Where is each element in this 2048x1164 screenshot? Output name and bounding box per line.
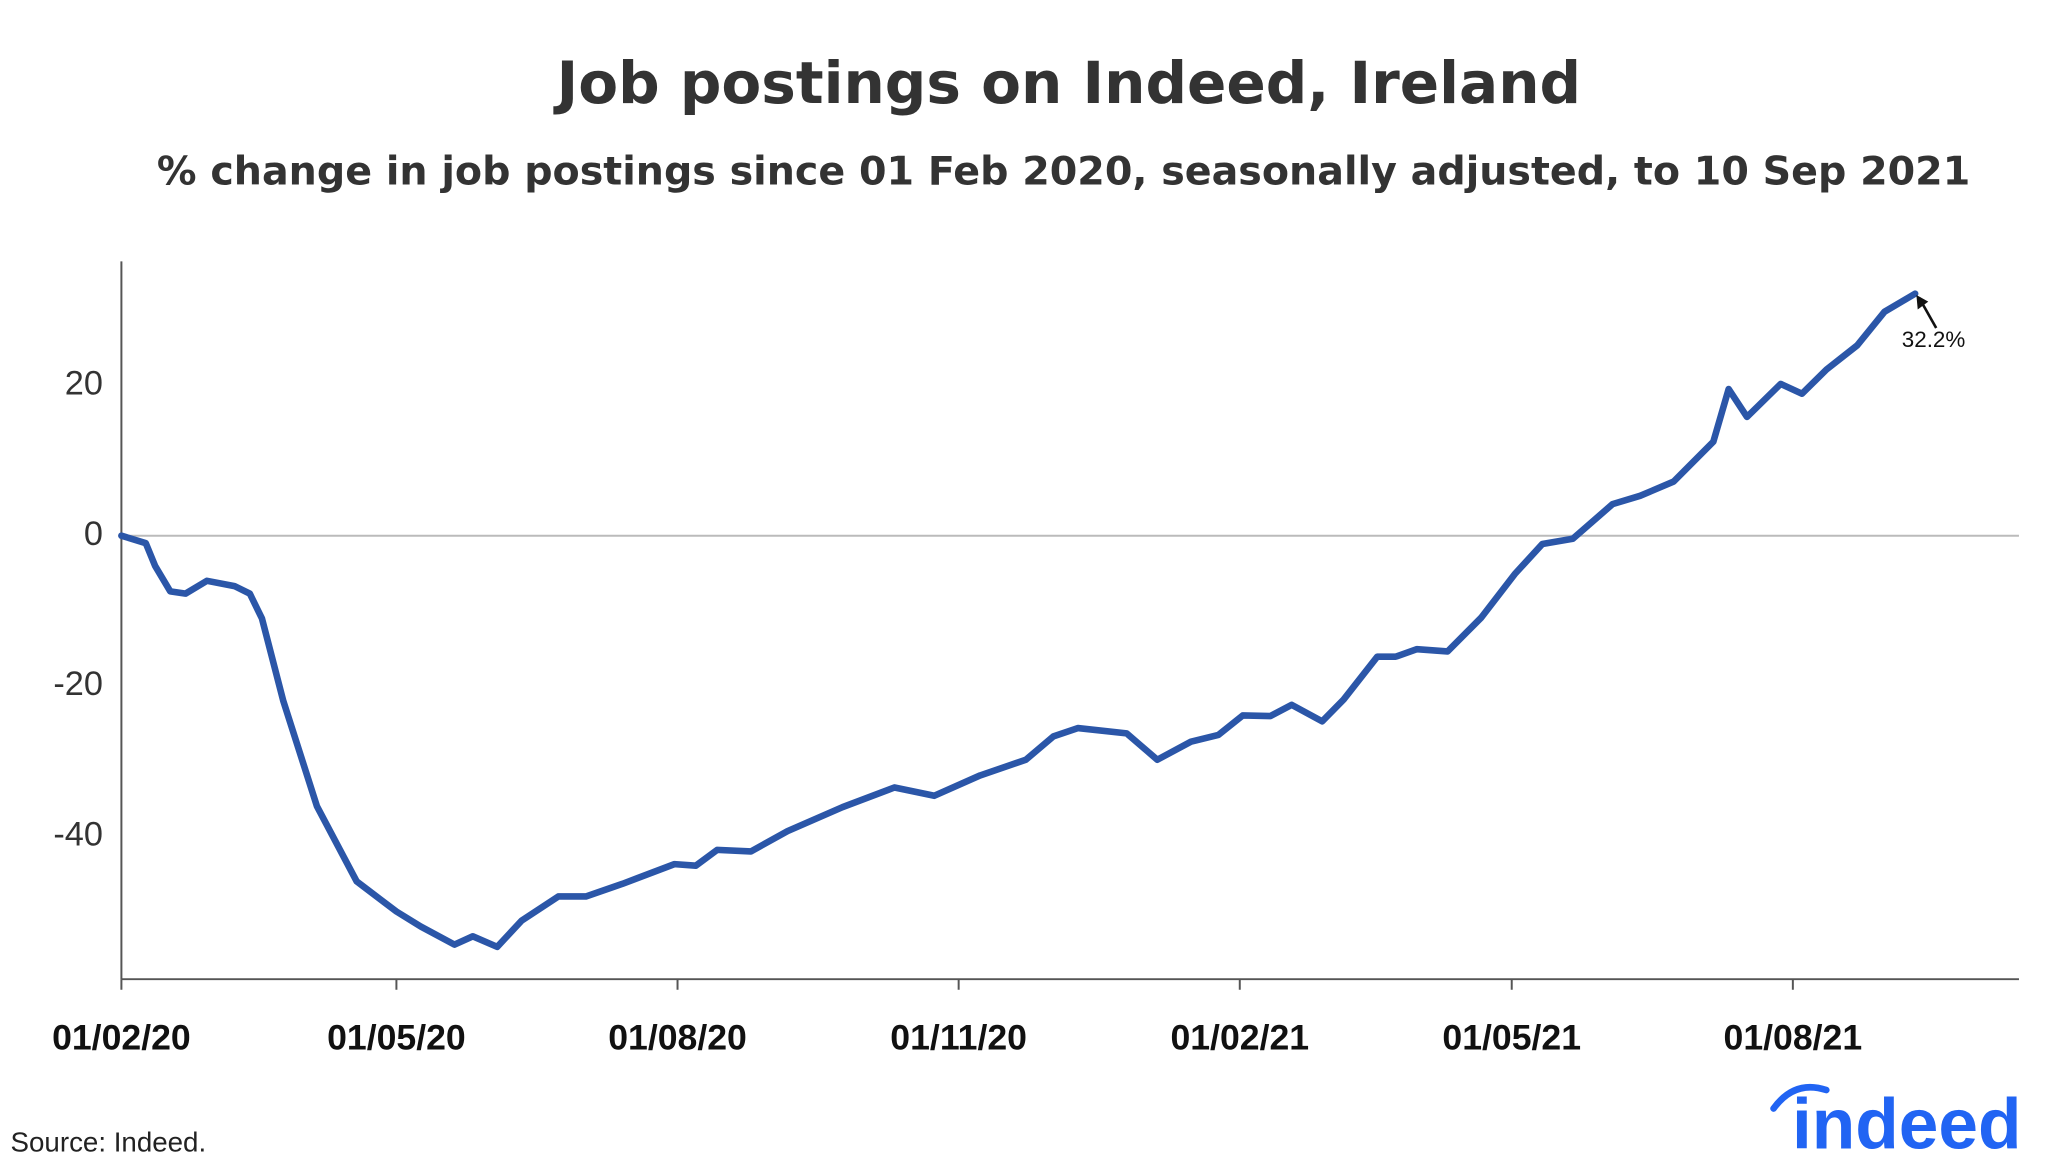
source: Source: Indeed.	[11, 1126, 207, 1157]
x-tick-label: 01/08/20	[608, 1017, 747, 1057]
y-tick-label: -40	[53, 815, 103, 853]
x-tick-label: 01/08/21	[1724, 1017, 1863, 1057]
logo-arc	[1770, 1084, 1830, 1112]
line-series	[118, 290, 1919, 951]
chart-title: Job postings on Indeed, Ireland	[553, 49, 1581, 117]
x-tick-label: 01/11/20	[890, 1017, 1027, 1057]
x-tick-label: 01/02/20	[52, 1017, 191, 1057]
x-tick-label: 01/02/21	[1170, 1017, 1309, 1057]
y-tick-label: 0	[84, 515, 103, 553]
chart-subtitle: % change in job postings since 01 Feb 20…	[157, 149, 1970, 195]
logo: indeed	[1792, 1084, 2022, 1164]
y-tick-label: -20	[53, 665, 103, 703]
annotation: 32.2%	[1902, 327, 1966, 352]
y-tick-label: 20	[65, 364, 103, 402]
annotation-arrowhead	[1916, 294, 1929, 310]
x-tick-label: 01/05/20	[327, 1017, 466, 1057]
x-tick-label: 01/05/21	[1442, 1017, 1581, 1057]
